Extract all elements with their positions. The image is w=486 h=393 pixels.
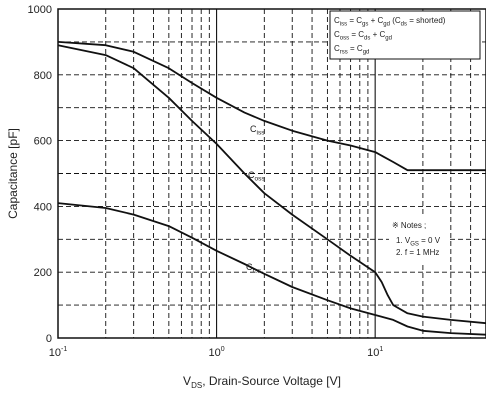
legend-line-0-part-2: = C [347,16,362,25]
series-label-crss-part-1: rss [253,268,262,275]
y-tick-label: 200 [34,267,52,279]
x-axis-title-part-0: V [183,374,191,388]
x-tick-exponent: 1 [379,346,383,353]
legend-line-2-part-3: gd [363,50,370,56]
y-axis-title: Capacitance [pF] [6,128,20,219]
y-tick-label: 800 [34,70,52,82]
legend-line-0-part-1: iss [340,22,347,28]
legend-line-0-part-7: ds [401,22,407,28]
y-tick-label: 0 [46,333,52,345]
notes-line-0: 1. VGS = 0 V [396,236,441,248]
notes-line-0-part-1: GS [410,242,419,248]
x-tick-base: 10 [49,347,61,359]
plot-frame [57,8,486,339]
legend-line-1: Coss = Cds + Cgd [334,30,392,42]
series-label-coss-part-0: C [248,170,255,180]
legend-frame [329,10,481,60]
legend-line-1-part-2: = C [349,30,364,39]
notes-line-1: 2. f = 1 MHz [396,248,439,257]
x-axis-title: VDS, Drain-Source Voltage [V] [183,374,341,390]
x-tick-label: 10-1 [49,346,68,359]
series-label-ciss-part-0: C [250,124,257,134]
x-tick-exponent: 0 [221,346,225,353]
series-label-crss: Crss [246,262,262,275]
notes-line-1-part-0: 2. f = 1 MHz [396,248,439,257]
x-axis-title-part-1: DS [191,381,202,390]
legend-line-0-part-8: = shorted) [407,16,446,25]
series-line-coss [57,44,486,325]
legend-line-2: Crss = Cgd [334,44,369,56]
y-tick-label: 1000 [28,4,52,16]
legend-line-0-part-3: gs [362,22,368,28]
x-tick-label: 101 [367,346,383,359]
series-line-crss [57,202,486,336]
legend-line-0-part-0: C [334,16,340,25]
legend-line-0-part-6: (C [390,16,401,25]
series-label-crss-part-0: C [246,262,253,272]
notes-background [389,216,449,262]
y-tick-label: 400 [34,201,52,213]
x-tick-base: 10 [367,347,379,359]
legend-line-1-part-3: ds [364,36,370,42]
series-label-coss: Coss [248,170,265,183]
notes-line-0-part-0: 1. V [396,236,411,245]
legend-line-1-part-1: oss [340,36,349,42]
legend-line-1-part-0: C [334,30,340,39]
series-line-ciss [57,41,486,172]
legend-line-2-part-2: = C [348,44,363,53]
series-label-coss-part-1: oss [255,176,266,183]
notes-title: ※ Notes ; [392,221,426,230]
legend-line-0: Ciss = Cgs + Cgd (Cds = shorted) [334,16,446,28]
legend-line-2-part-0: C [334,44,340,53]
notes-box: ※ Notes ;1. VGS = 0 V2. f = 1 MHz [389,216,449,262]
legend-line-1-part-4: + C [370,30,385,39]
x-tick-label: 100 [209,346,225,359]
series-label-ciss-part-1: iss [257,130,266,137]
x-axis-title-part-2: , Drain-Source Voltage [V] [202,374,341,388]
legend-line-0-part-5: gd [383,22,390,28]
y-tick-label: 600 [34,136,52,148]
legend-line-1-part-5: gd [385,36,392,42]
legend-box: Ciss = Cgs + Cgd (Cds = shorted)Coss = C… [329,10,481,60]
series-label-ciss: Ciss [250,124,265,137]
x-tick-exponent: -1 [61,346,67,353]
notes-line-0-part-2: = 0 V [419,236,441,245]
legend-line-0-part-4: + C [368,16,383,25]
legend-line-2-part-1: rss [340,50,348,56]
x-tick-base: 10 [209,347,221,359]
